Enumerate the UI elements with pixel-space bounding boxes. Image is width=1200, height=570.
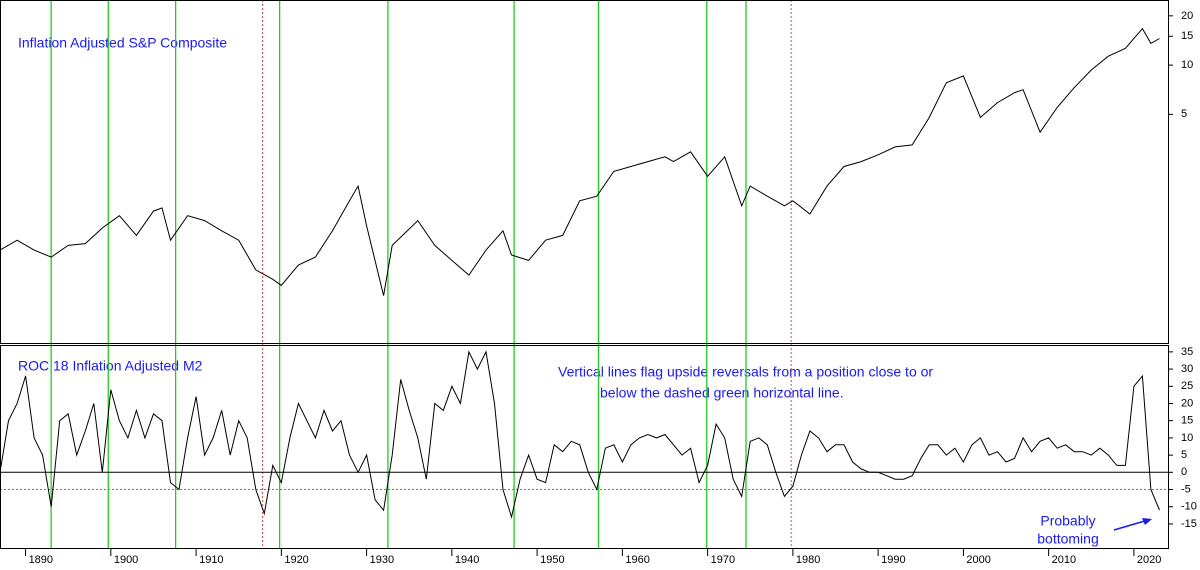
panel-frame	[0, 0, 1169, 344]
top-title: Inflation Adjusted S&P Composite	[18, 35, 227, 51]
y-tick-label: 35	[1181, 346, 1193, 358]
y-tick-label: 10	[1181, 432, 1193, 444]
x-tick-label: 2020	[1137, 554, 1161, 566]
y-tick-label: -15	[1181, 518, 1197, 530]
x-tick-label: 1950	[540, 554, 564, 566]
x-tick-label: 1930	[370, 554, 394, 566]
callout: Probably	[1040, 513, 1095, 529]
series-line	[0, 27, 1160, 296]
series-line	[0, 350, 1160, 519]
callout-arrow	[1113, 519, 1149, 531]
panel-frame	[0, 345, 1169, 549]
y-tick-label: 20	[1181, 10, 1193, 22]
x-tick-label: 2000	[966, 554, 990, 566]
y-tick-label: 5	[1181, 108, 1187, 120]
y-tick-label: 15	[1181, 415, 1193, 427]
x-tick-label: 1960	[625, 554, 649, 566]
y-tick-label: -5	[1181, 483, 1191, 495]
x-tick-label: 1890	[29, 554, 53, 566]
y-tick-label: 20	[1181, 397, 1193, 409]
bottom-title: ROC 18 Inflation Adjusted M2	[18, 358, 203, 374]
y-tick-label: 15	[1181, 30, 1193, 42]
y-tick-label: 10	[1181, 59, 1193, 71]
y-tick-label: -10	[1181, 501, 1197, 513]
callout-arrowhead	[1142, 518, 1152, 525]
x-tick-label: 1990	[881, 554, 905, 566]
x-tick-label: 1980	[796, 554, 820, 566]
callout: bottoming	[1037, 531, 1098, 547]
y-tick-label: 5	[1181, 449, 1187, 461]
x-tick-label: 1920	[284, 554, 308, 566]
x-tick-label: 1970	[711, 554, 735, 566]
x-tick-label: 1900	[114, 554, 138, 566]
x-tick-label: 2010	[1052, 554, 1076, 566]
x-tick-label: 1910	[199, 554, 223, 566]
y-tick-label: 0	[1181, 466, 1187, 478]
x-tick-label: 1940	[455, 554, 479, 566]
y-tick-label: 25	[1181, 380, 1193, 392]
y-tick-label: 30	[1181, 363, 1193, 375]
annotation: below the dashed green horizontal line.	[600, 385, 844, 401]
